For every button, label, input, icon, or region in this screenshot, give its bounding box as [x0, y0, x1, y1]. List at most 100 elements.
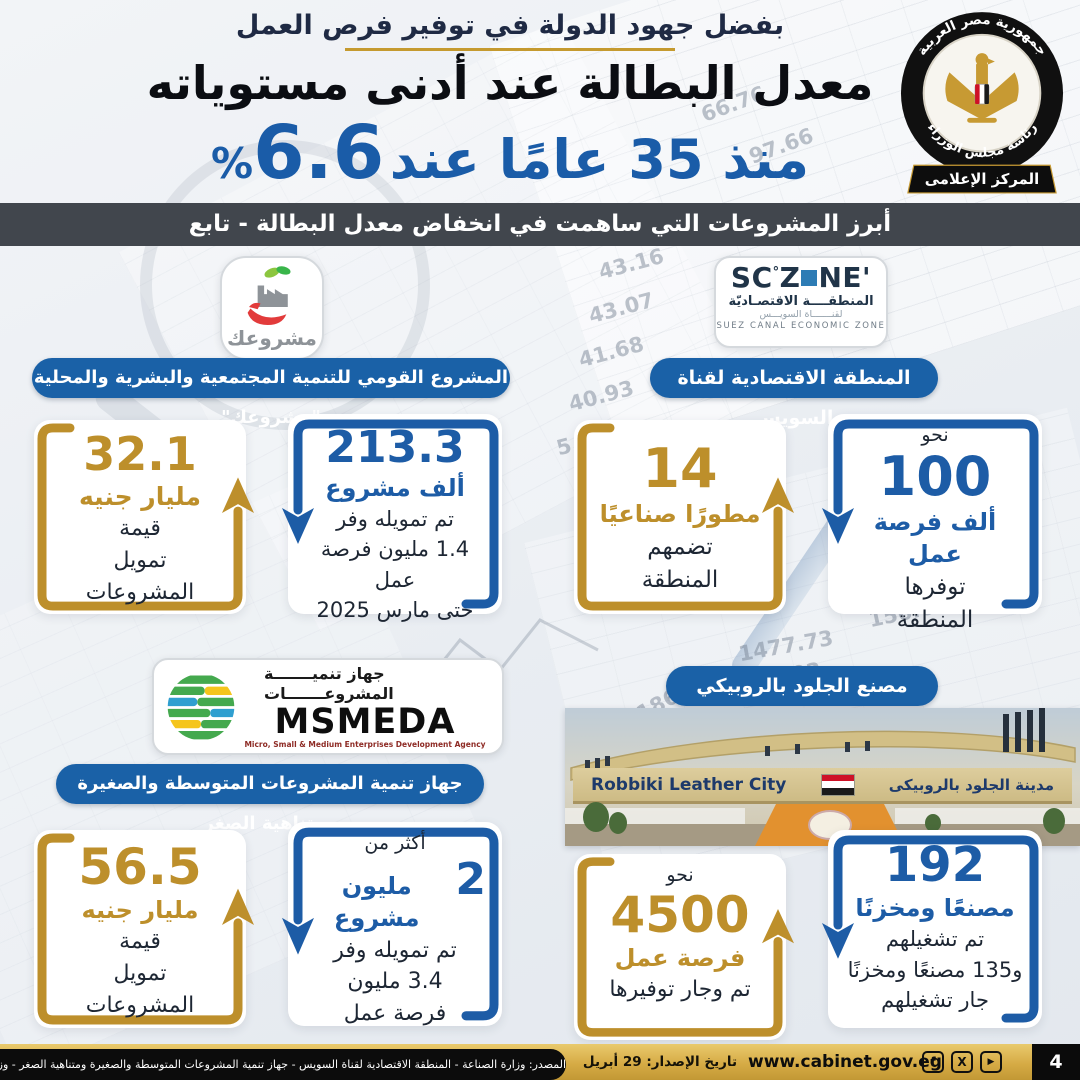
- sczone-logo: SC ° Z NE' المنطقــــة الاقتصـاديّة لقنــــ…: [714, 256, 888, 348]
- youtube-icon[interactable]: ▶: [980, 1051, 1002, 1073]
- stat-unit: مليون مشروع: [333, 871, 420, 933]
- stat-desc: تم تمويله وفر: [333, 937, 457, 963]
- eagle-icon: [945, 53, 1019, 123]
- stat-desc: حتى مارس 2025: [316, 598, 474, 623]
- stat-unit: ألف مشروع: [325, 473, 465, 502]
- stat-number: 100: [878, 444, 992, 508]
- stat-number: 32.1: [83, 427, 197, 481]
- percent-sign: %: [211, 138, 254, 188]
- sczone-arabic-2: لقنـــــــاة السويـــس: [759, 309, 843, 320]
- mashrouak-logo-icon: [247, 266, 291, 325]
- stat-number: 192: [884, 837, 986, 893]
- stat-number: 2: [455, 853, 486, 905]
- gold-bracket-up-arrow: [577, 857, 794, 1037]
- stat-desc: المنطقة: [641, 567, 719, 594]
- mashrouak-funding-card: 32.1 مليار جنيه قيمة تمويل المشروعات: [34, 420, 254, 614]
- photo-tree: [925, 814, 941, 832]
- mashrouak-title-pill: المشروع القومي للتنمية المجتمعية والبشري…: [32, 358, 510, 428]
- blue-bracket-down-arrow: [282, 419, 499, 609]
- photo-tree: [609, 812, 627, 834]
- source-pill: المصدر: وزارة الصناعة - المنطقة الاقتصاد…: [0, 1049, 566, 1080]
- robbiki-jobs-card: نحو 4500 فرصة عمل تم وجار توفيرها: [574, 854, 794, 1040]
- social-icons: f X ▶: [922, 1051, 1002, 1073]
- stat-desc: المنطقة: [896, 607, 974, 634]
- page-title: معدل البطالة عند أدنى مستوياته: [146, 56, 874, 110]
- stat-unit: ألف فرصة عمل: [873, 508, 997, 569]
- photo-pillar: [1027, 710, 1033, 752]
- photo-pillar: [1015, 712, 1021, 752]
- gold-bracket-up-arrow: [37, 833, 254, 1025]
- photo-tree: [583, 802, 609, 832]
- stat-desc: قيمة: [119, 516, 161, 542]
- stat-desc: تضمهم: [647, 533, 713, 560]
- sczone-blue-square-icon: [801, 270, 818, 286]
- issue-date: تاريخ الإصدار: 29 أبريل 2025: [582, 1054, 738, 1070]
- page-number: 4: [1032, 1044, 1080, 1080]
- stat-desc: تم تمويله وفر: [336, 506, 454, 531]
- stat-desc: 1.4 مليون فرصة عمل: [320, 537, 470, 592]
- sczone-english: SUEZ CANAL ECONOMIC ZONE: [716, 321, 886, 331]
- sczone-jobs-card: نحو 100 ألف فرصة عمل توفرها المنطقة: [822, 414, 1042, 633]
- unemployment-rate-value: 6.6: [253, 109, 385, 196]
- msmeda-globe-icon: [167, 673, 235, 740]
- sczone-developers-card: 14 مطورًا صناعيًا تضمهم المنطقة: [574, 420, 794, 614]
- stat-number: 4500: [610, 885, 750, 944]
- msmeda-projects-card: أكثر من 2 مليون مشروع تم تمويله وفر 3.4 …: [282, 822, 502, 1026]
- robbiki-gate-photo: Robbiki Leather City مدينة الجلود بالروب…: [565, 708, 1080, 846]
- stat-number: 56.5: [78, 838, 202, 896]
- stat-desc: 3.4 مليون: [347, 969, 443, 995]
- blue-bracket-down-arrow: [822, 419, 1039, 609]
- cabinet-emblem-logo: جمهورية مصر العربية رئاسة مجلس الوزراء ا…: [900, 12, 1064, 194]
- header-kicker: بفضل جهود الدولة في توفير فرص العمل: [235, 10, 785, 41]
- x-icon[interactable]: X: [951, 1051, 973, 1073]
- msmeda-funding-card: 56.5 مليار جنيه قيمة تمويل المشروعات: [34, 830, 254, 1028]
- gold-bracket-up-arrow: [37, 423, 254, 611]
- blue-bracket-down-arrow: [282, 827, 499, 1021]
- photo-gate-bar: Robbiki Leather City مدينة الجلود بالروب…: [573, 768, 1072, 804]
- msmeda-arabic-1: جهاز تنميـــــــة: [264, 663, 385, 683]
- stat-number: 14: [642, 437, 718, 500]
- stat-number: 213.3: [325, 422, 465, 473]
- stat-prefix: نحو: [666, 864, 694, 886]
- stat-desc: توفرها: [904, 573, 966, 600]
- stat-desc: جار تشغيلهم: [881, 988, 989, 1013]
- stat-desc: المشروعات: [85, 580, 195, 606]
- blue-bracket-down-arrow: [822, 835, 1039, 1023]
- msmeda-logo: جهاز تنميـــــــة المشروعـــــــات MSMED…: [152, 658, 504, 755]
- photo-tree: [1043, 808, 1065, 834]
- stat-desc: المشروعات: [85, 993, 195, 1019]
- stat-unit: فرصة عمل: [614, 943, 746, 972]
- subtitle-text: منذ 35 عامًا عند: [389, 127, 809, 191]
- sczone-arabic-1: المنطقــــة الاقتصـاديّة: [728, 294, 874, 309]
- emblem-banner-text: المركز الإعلامى: [925, 171, 1039, 188]
- section-title-bar: أبرز المشروعات التي ساهمت في انخفاض معدل…: [0, 203, 1080, 246]
- website-link[interactable]: www.cabinet.gov.eg: [748, 1052, 942, 1072]
- page-subtitle: منذ 35 عامًا عند 6.6%: [120, 110, 900, 196]
- mashrouak-projects-card: 213.3 ألف مشروع تم تمويله وفر 1.4 مليون …: [282, 414, 502, 622]
- stat-desc: تم وجار توفيرها: [609, 977, 751, 1003]
- stat-desc: تمويل: [113, 548, 167, 574]
- photo-canopy: [570, 730, 1076, 781]
- photo-oval-logo: [808, 810, 852, 840]
- photo-pillar: [1039, 708, 1045, 752]
- stat-unit: مصنعًا ومخزنًا: [855, 893, 1015, 922]
- msmeda-english: MSMEDA: [274, 701, 456, 742]
- photo-buildings: [895, 808, 1080, 826]
- robbiki-english-sign: Robbiki Leather City: [591, 774, 787, 795]
- mashrouak-logo-label: مشروعك: [227, 326, 317, 350]
- gold-bracket-up-arrow: [577, 423, 794, 611]
- photo-pillar: [1003, 714, 1009, 752]
- stat-desc: تمويل: [113, 961, 167, 987]
- stat-desc: و135 مصنعًا ومخزنًا: [847, 957, 1023, 982]
- stat-prefix: نحو: [921, 424, 949, 446]
- stat-unit: مليار جنيه: [79, 481, 201, 511]
- msmeda-tagline: Micro, Small & Medium Enterprises Develo…: [244, 740, 486, 750]
- header: بفضل جهود الدولة في توفير فرص العمل معدل…: [120, 10, 900, 196]
- emblem-banner-ribbon: [907, 164, 1057, 194]
- sczone-title-pill: المنطقة الاقتصادية لقناة السويس: [650, 358, 938, 429]
- robbiki-factories-card: 192 مصنعًا ومخزنًا تم تشغيلهم و135 مصنعً…: [822, 830, 1042, 1028]
- stat-desc: تم تشغيلهم: [885, 927, 985, 952]
- facebook-icon[interactable]: f: [922, 1051, 944, 1073]
- robbiki-arabic-sign: مدينة الجلود بالروبيكى: [888, 775, 1054, 794]
